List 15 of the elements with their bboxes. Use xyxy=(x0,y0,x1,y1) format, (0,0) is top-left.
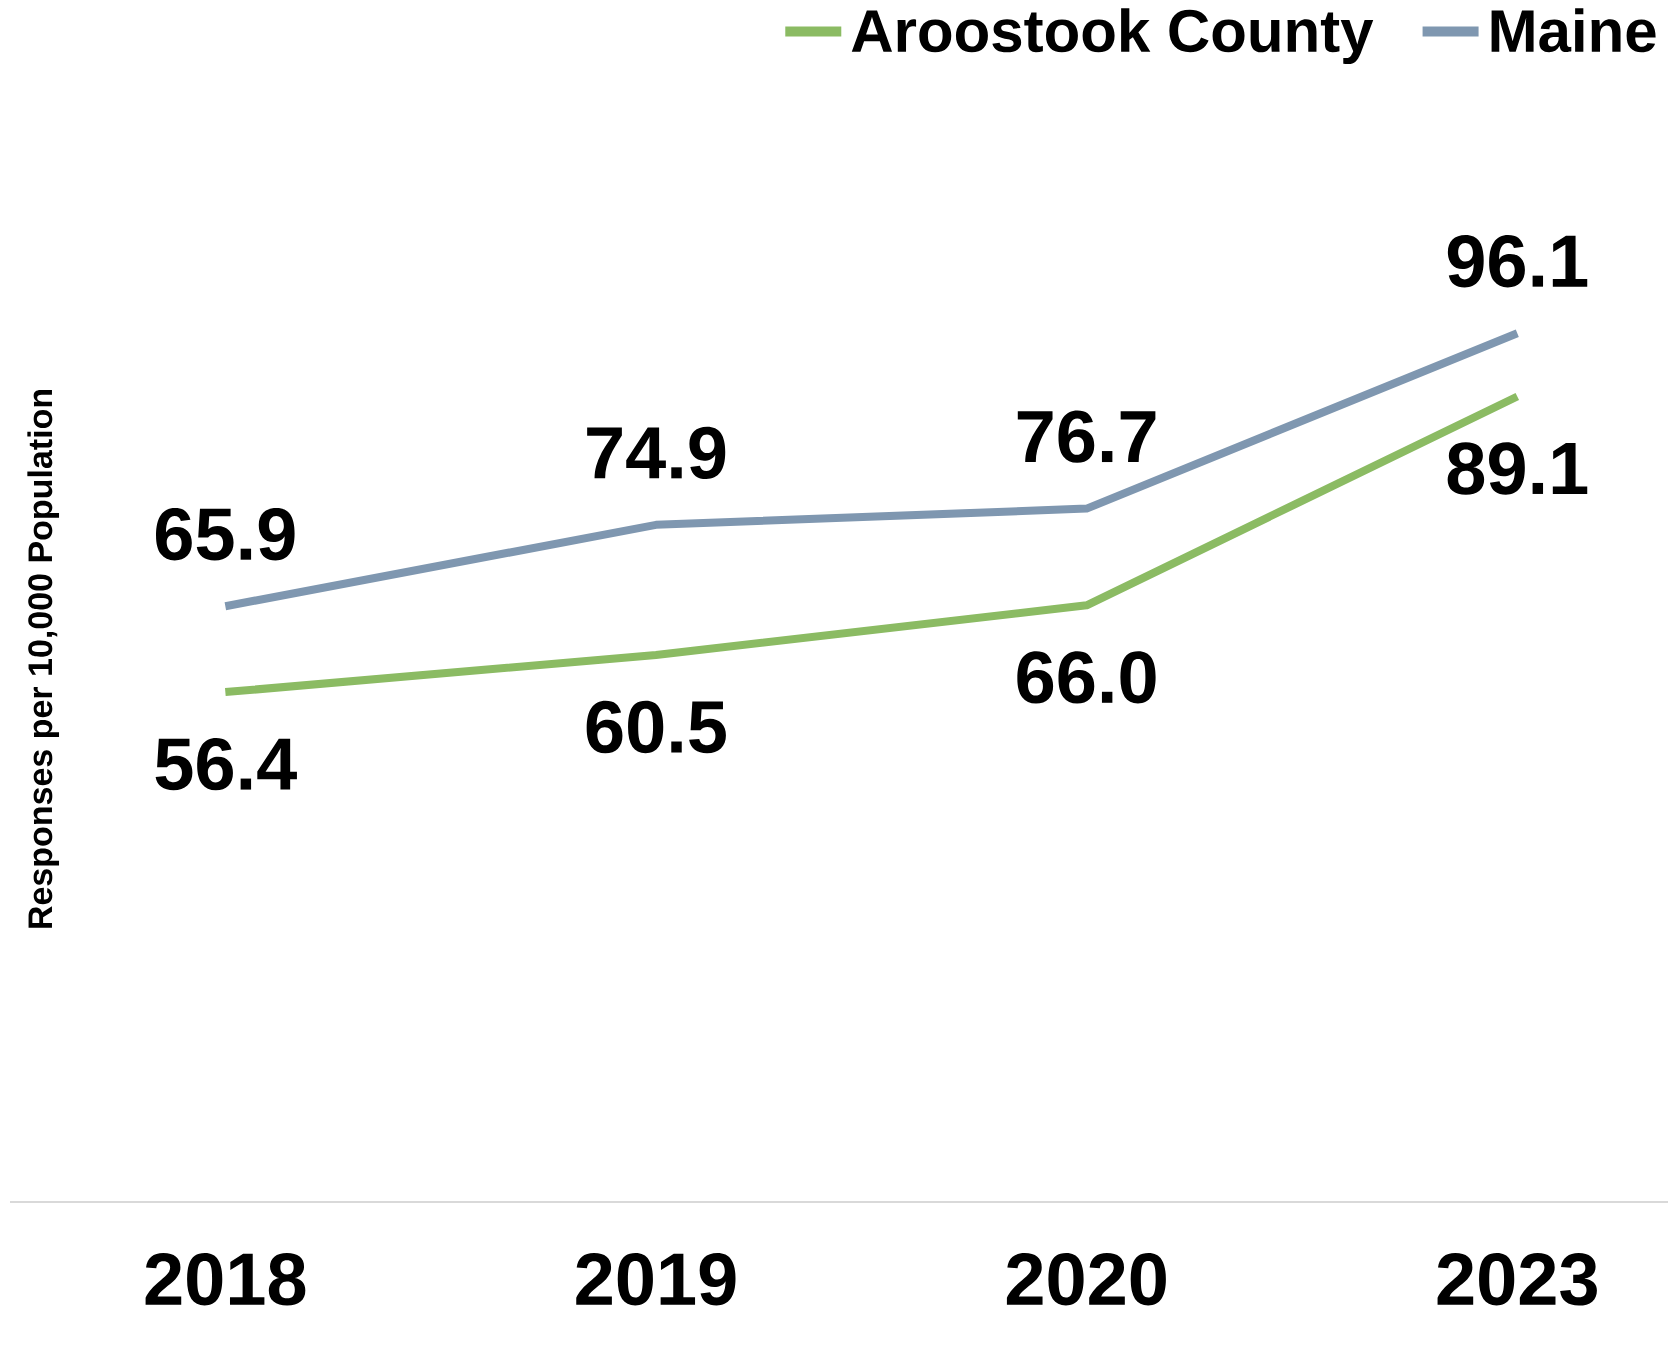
data-label: 96.1 xyxy=(1447,235,1588,288)
data-label: 60.5 xyxy=(586,700,726,754)
y-axis-title: Responses per 10,000 Population xyxy=(27,389,60,928)
data-label: 65.9 xyxy=(156,508,295,561)
data-label: 56.4 xyxy=(155,737,297,791)
data-label: 89.1 xyxy=(1447,442,1588,495)
x-tick-label: 2020 xyxy=(1006,1253,1166,1306)
x-tick-label: 2023 xyxy=(1437,1253,1597,1306)
x-tick-label: 2018 xyxy=(145,1253,306,1306)
legend-label: Maine xyxy=(1491,8,1656,53)
data-label: 66.0 xyxy=(1017,651,1156,704)
x-tick-label: 2019 xyxy=(576,1253,736,1306)
data-label: 74.9 xyxy=(587,426,726,480)
data-label: 76.7 xyxy=(1017,410,1156,463)
legend-label: Aroostook County xyxy=(851,8,1374,65)
